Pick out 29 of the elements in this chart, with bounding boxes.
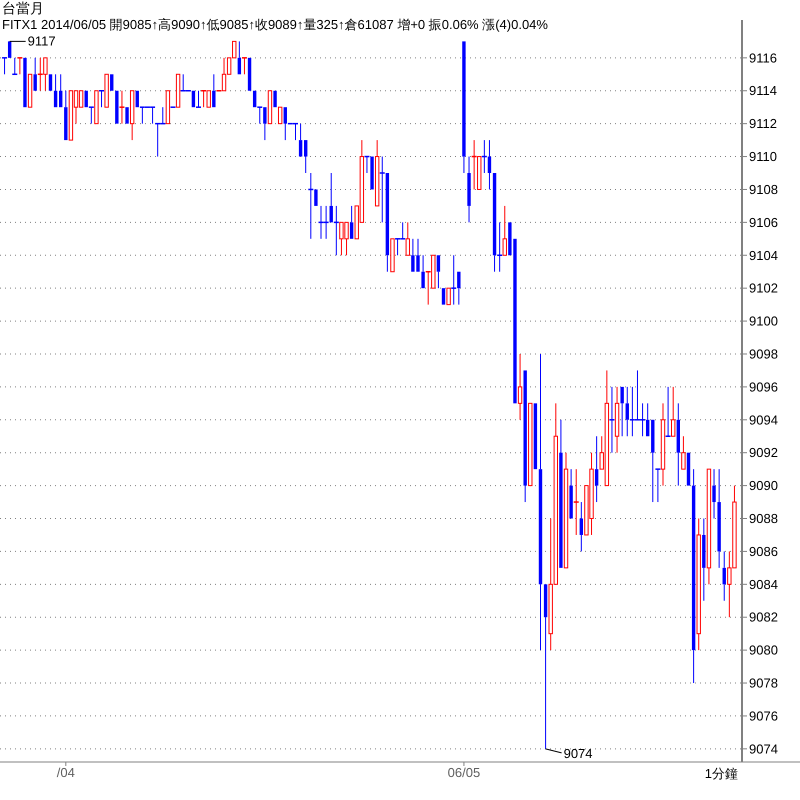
y-tick-label: 9078 <box>749 676 778 691</box>
y-tick-label: 9102 <box>749 280 778 296</box>
annotation: 9117 <box>28 33 56 48</box>
y-tick-label: 9088 <box>749 511 778 526</box>
chart-title: 台當月 <box>2 0 44 16</box>
y-tick-label: 9080 <box>749 642 778 658</box>
y-tick-label: 9108 <box>749 182 778 197</box>
y-tick-label: 9096 <box>749 379 778 394</box>
y-tick-label: 9104 <box>749 248 778 263</box>
y-tick-label: 9092 <box>749 445 778 460</box>
y-tick-label: 9082 <box>749 610 778 625</box>
y-tick-label: 9106 <box>749 214 778 230</box>
y-tick-label: 9094 <box>749 412 778 428</box>
y-tick-label: 9074 <box>749 741 778 756</box>
y-tick-label: 9086 <box>749 544 778 559</box>
x-tick-label: /04 <box>56 765 75 780</box>
y-tick-label: 9084 <box>749 576 778 592</box>
x-tick-label: 06/05 <box>448 765 480 780</box>
y-tick-label: 9098 <box>749 346 778 362</box>
text: 1分鐘 <box>704 766 738 781</box>
y-tick-label: 9076 <box>749 708 778 724</box>
annotation: 9074 <box>564 746 593 761</box>
y-tick-label: 9114 <box>749 83 777 98</box>
y-tick-label: 9116 <box>749 50 777 66</box>
chart-subtitle: FITX1 2014/06/05 開9085↑高9090↑低9085↑收9089↑量325↑倉61087 增+0 振0.06% 漲(4)0.04% <box>2 17 548 32</box>
y-tick-label: 9090 <box>749 478 778 494</box>
y-tick-label: 9110 <box>749 149 777 164</box>
y-tick-label: 9100 <box>749 314 778 329</box>
y-tick-label: 9112 <box>749 116 777 132</box>
